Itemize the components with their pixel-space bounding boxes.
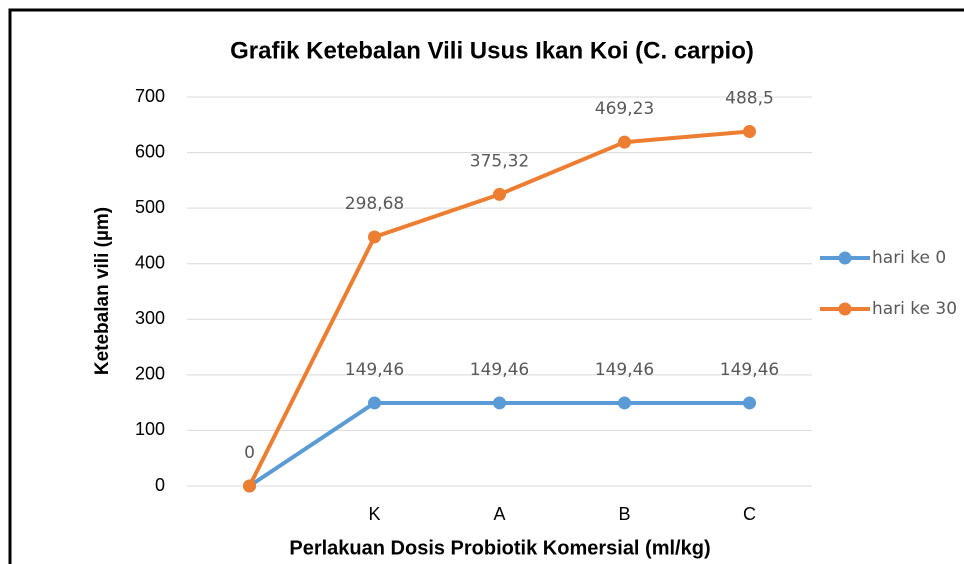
x-tick-label: C [743,504,756,524]
y-tick-label: 0 [155,475,165,495]
y-axis-label: Ketebalan vili (µm) [92,207,113,375]
x-axis-label: Perlakuan Dosis Probiotik Komersial (ml/… [289,537,710,559]
y-tick-label: 400 [135,252,165,272]
data-label: 469,23 [595,99,654,119]
data-label: 149,46 [470,360,529,380]
point [743,124,756,138]
legend-marker [838,251,852,265]
y-tick-label: 600 [135,141,165,161]
point [368,396,381,410]
data-label: 149,46 [345,360,404,380]
y-tick-label: 500 [135,197,165,217]
point [243,479,256,493]
point [743,396,756,410]
data-label: 488,5 [725,88,774,108]
point [493,396,506,410]
data-label: 149,46 [595,360,654,380]
point [493,187,506,201]
legend-label: hari ke 30 [872,299,957,319]
data-label: 149,46 [720,360,779,380]
chart-border [8,8,964,564]
data-label: 0 [244,443,255,463]
x-tick-label: B [618,504,630,524]
data-label: 375,32 [470,151,529,171]
y-tick-label: 700 [135,86,165,106]
point [618,135,631,149]
data-label: 298,68 [345,194,404,214]
y-tick-label: 300 [135,308,165,328]
legend-label: hari ke 0 [872,248,946,268]
legend-marker [838,302,852,316]
point [618,396,631,410]
y-tick-label: 200 [135,364,165,384]
x-tick-label: K [368,504,380,524]
point [368,230,381,244]
x-tick-label: A [493,504,505,524]
y-tick-label: 100 [135,419,165,439]
chart-title: Grafik Ketebalan Vili Usus Ikan Koi (C. … [230,37,754,64]
